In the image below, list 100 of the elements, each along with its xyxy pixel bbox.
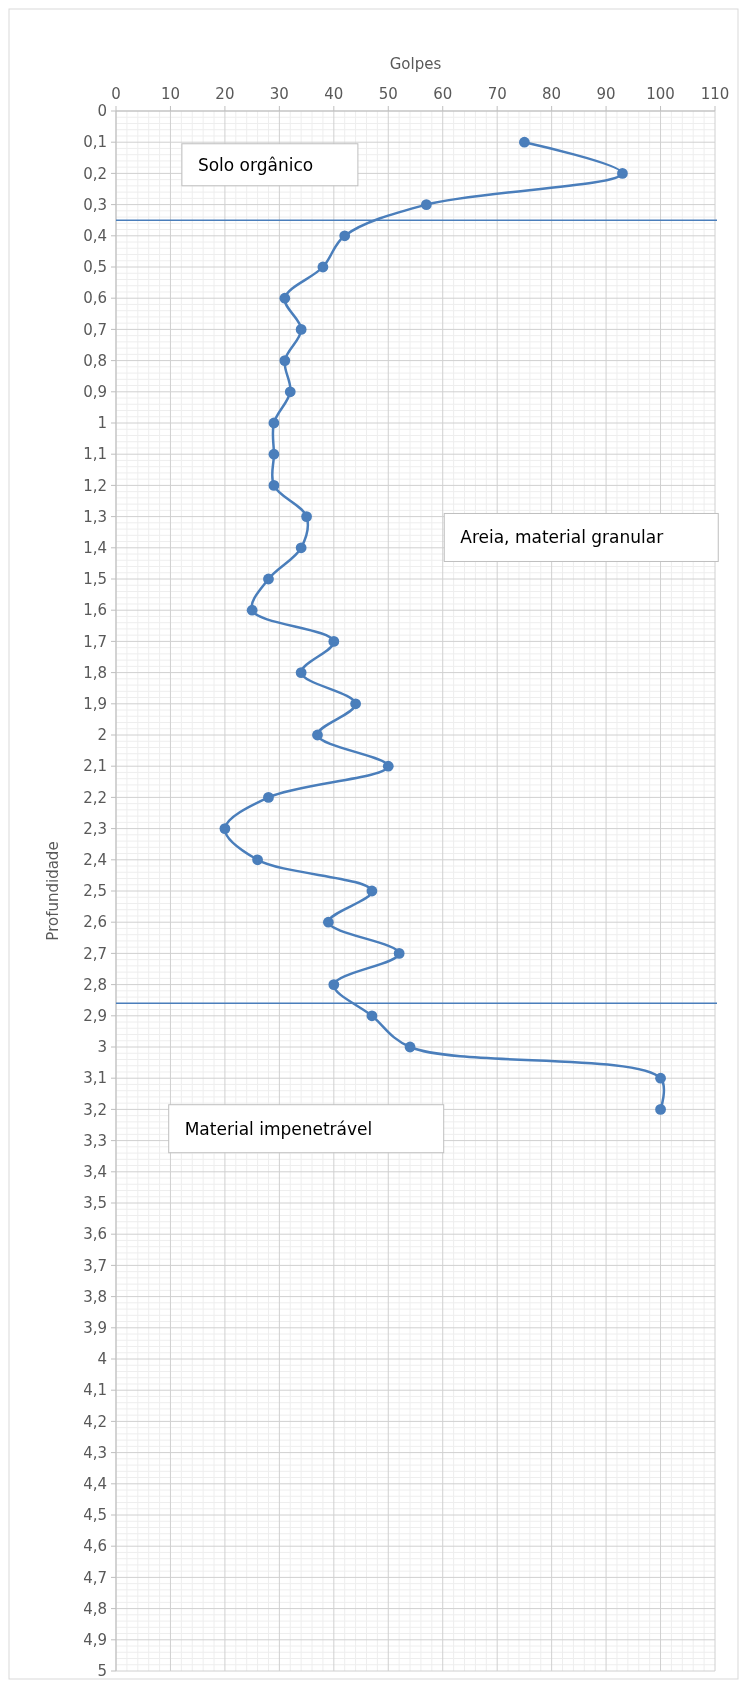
y-tick-label: 2,9 xyxy=(83,1007,107,1026)
y-tick-label: 3,9 xyxy=(83,1319,107,1338)
point xyxy=(219,823,231,834)
y-tick-label: 0,4 xyxy=(83,227,107,246)
point xyxy=(382,760,394,772)
point xyxy=(284,386,296,398)
y-tick-label: 1,5 xyxy=(83,570,107,589)
y-tick-label: 2 xyxy=(97,726,107,745)
x-tick-label: 80 xyxy=(542,85,562,103)
y-tick-label: 1,9 xyxy=(83,695,107,714)
point xyxy=(295,667,307,678)
point xyxy=(404,1041,416,1053)
y-tick-label: 4,4 xyxy=(83,1475,107,1494)
annotation: Solo orgânico xyxy=(197,154,314,175)
point xyxy=(328,636,340,647)
y-tick-label: 2,3 xyxy=(83,819,107,838)
y-tick-label: 3,2 xyxy=(83,1100,107,1119)
y-tick-label: 3,8 xyxy=(83,1287,107,1306)
y-tick-label: 4,3 xyxy=(83,1443,107,1462)
x-axis-title: Golpes xyxy=(389,55,442,73)
point xyxy=(393,948,405,959)
y-tick-label: 1,7 xyxy=(83,632,107,651)
x-tick-label: 50 xyxy=(378,85,398,103)
point xyxy=(420,199,432,210)
y-tick-label: 1,8 xyxy=(83,663,107,682)
y-tick-label: 3,1 xyxy=(83,1069,107,1088)
y-tick-label: 4,7 xyxy=(83,1568,107,1587)
point xyxy=(263,573,274,585)
point xyxy=(295,324,307,335)
y-tick-label: 3,6 xyxy=(83,1225,107,1244)
point xyxy=(655,1104,666,1115)
y-axis-title: Profundidade xyxy=(44,841,62,941)
y-tick-label: 0,3 xyxy=(83,195,107,214)
annotation: Areia, material granular xyxy=(460,527,664,548)
y-tick-label: 1,4 xyxy=(83,539,107,558)
y-tick-label: 4,1 xyxy=(83,1381,107,1400)
point xyxy=(328,979,340,990)
x-tick-label: 110 xyxy=(700,85,730,103)
annotation: Material impenetrável xyxy=(184,1118,373,1139)
point xyxy=(268,448,280,460)
y-tick-label: 2,8 xyxy=(83,975,107,994)
y-tick-label: 4,6 xyxy=(83,1537,107,1556)
x-tick-label: 70 xyxy=(487,85,507,103)
point xyxy=(279,355,291,366)
x-tick-label: 100 xyxy=(646,85,675,103)
point xyxy=(312,729,323,741)
y-tick-label: 2,1 xyxy=(83,757,107,776)
y-tick-label: 1,2 xyxy=(83,476,107,495)
y-tick-label: 3,7 xyxy=(83,1256,107,1275)
point xyxy=(301,511,312,522)
x-tick-label: 0 xyxy=(111,85,121,103)
x-tick-label: 90 xyxy=(596,85,616,103)
y-tick-label: 3,4 xyxy=(83,1163,107,1182)
point xyxy=(268,480,280,491)
point xyxy=(366,1010,378,1022)
y-tick-label: 1 xyxy=(97,414,107,433)
y-tick-label: 4 xyxy=(97,1350,107,1369)
y-tick-label: 5 xyxy=(97,1662,107,1681)
point xyxy=(322,916,334,928)
point xyxy=(655,1072,666,1084)
point xyxy=(279,292,291,304)
point xyxy=(268,417,280,429)
point xyxy=(339,230,351,242)
y-tick-label: 0,7 xyxy=(83,320,107,339)
y-tick-label: 4,8 xyxy=(83,1599,107,1618)
point xyxy=(252,854,263,866)
point xyxy=(350,698,361,710)
y-tick-label: 0,1 xyxy=(83,133,107,152)
point xyxy=(295,542,307,554)
y-tick-label: 2,7 xyxy=(83,944,107,963)
point xyxy=(246,604,258,616)
point xyxy=(317,261,329,273)
x-tick-label: 20 xyxy=(215,85,235,103)
y-tick-label: 2,2 xyxy=(83,788,107,807)
y-tick-label: 4,9 xyxy=(83,1631,107,1650)
y-tick-label: 0,5 xyxy=(83,258,107,277)
y-tick-label: 2,6 xyxy=(83,913,107,932)
y-tick-label: 0,6 xyxy=(83,289,107,308)
y-tick-label: 2,4 xyxy=(83,851,107,870)
point xyxy=(617,168,628,179)
y-tick-label: 3,5 xyxy=(83,1194,107,1213)
y-tick-label: 0,9 xyxy=(83,383,107,402)
y-tick-label: 1,3 xyxy=(83,507,107,526)
point xyxy=(263,792,274,803)
y-tick-label: 0,8 xyxy=(83,351,107,370)
x-tick-label: 60 xyxy=(433,85,453,103)
y-tick-label: 0,2 xyxy=(83,164,107,183)
point xyxy=(366,885,378,897)
x-tick-label: 10 xyxy=(160,85,180,103)
y-tick-label: 4,5 xyxy=(83,1506,107,1525)
y-tick-label: 3,3 xyxy=(83,1131,107,1150)
point xyxy=(519,136,530,148)
y-tick-label: 1,1 xyxy=(83,445,107,464)
y-tick-label: 1,6 xyxy=(83,601,107,620)
y-tick-label: 0 xyxy=(97,102,107,121)
x-tick-label: 30 xyxy=(269,85,289,103)
y-tick-label: 4,2 xyxy=(83,1412,107,1431)
y-tick-label: 2,5 xyxy=(83,882,107,901)
y-tick-label: 3 xyxy=(97,1038,107,1057)
x-tick-label: 40 xyxy=(324,85,344,103)
